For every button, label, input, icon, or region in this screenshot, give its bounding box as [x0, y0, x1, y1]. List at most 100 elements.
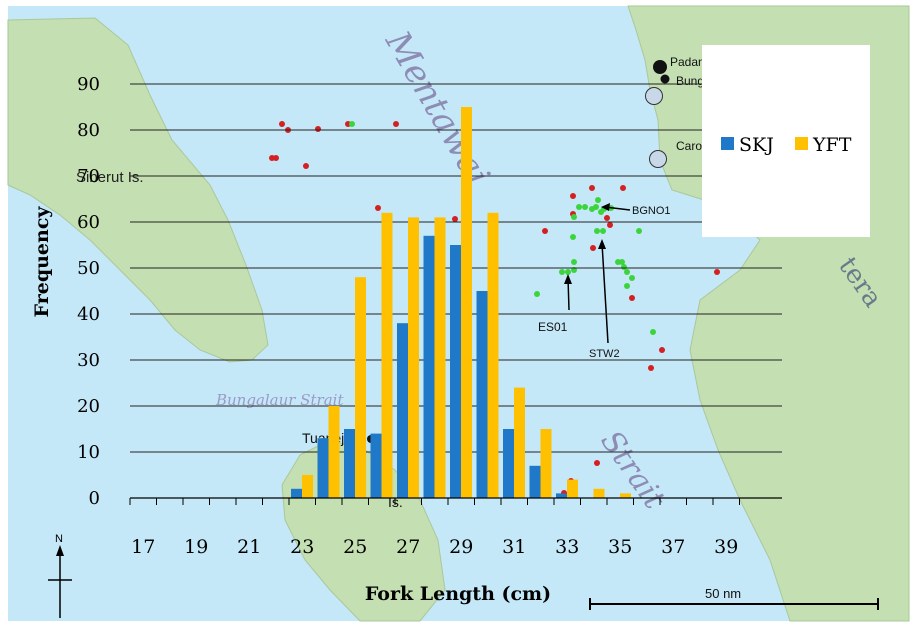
es01-arrow-head	[564, 274, 572, 284]
north-arrow-head	[56, 545, 64, 556]
green-station-dot	[559, 269, 565, 275]
x-tick-label: 33	[555, 536, 579, 558]
bar-yft	[593, 488, 605, 498]
red-station-dot	[279, 121, 285, 127]
es01-label: ES01	[538, 320, 568, 334]
red-station-dot	[659, 347, 665, 353]
red-stations	[269, 121, 720, 497]
red-station-dot	[303, 163, 309, 169]
bar-yft	[328, 406, 340, 498]
bar-yft	[355, 277, 366, 498]
green-station-dot	[565, 269, 571, 275]
green-stations	[349, 121, 656, 335]
green-station-dot	[570, 234, 576, 240]
green-station-dot	[636, 228, 642, 234]
green-station-dot	[629, 275, 635, 281]
y-tick-label: 70	[77, 166, 100, 187]
bar-skj	[344, 429, 355, 498]
port-marker-1	[645, 87, 663, 105]
red-station-dot	[273, 155, 279, 161]
bar-skj	[291, 488, 302, 498]
x-tick-label: 29	[449, 536, 473, 558]
bar-yft	[408, 217, 419, 498]
bungus-marker	[660, 74, 670, 84]
green-station-dot	[582, 204, 588, 210]
green-station-dot	[571, 259, 577, 265]
padang-label: Padang	[670, 55, 711, 69]
bar-skj	[397, 323, 408, 498]
bar-yft	[381, 212, 393, 499]
x-tick-label: 39	[714, 536, 738, 558]
green-station-dot	[349, 121, 355, 127]
y-axis-label: Frequency	[31, 206, 53, 318]
legend-yft-swatch	[795, 137, 808, 150]
y-tick-label: 60	[77, 212, 100, 233]
bar-skj	[529, 465, 541, 498]
green-station-dot	[571, 214, 577, 220]
bar-skj	[556, 493, 567, 498]
red-station-dot	[714, 269, 720, 275]
bar-skj	[450, 245, 461, 498]
y-tick-label: 20	[77, 396, 100, 417]
x-tick-labels: 17 19 21 23 25 27 29 31 33 35 37 39	[131, 536, 738, 558]
legend: SKJ YFT	[702, 45, 870, 237]
stw2-label: STW2	[589, 348, 620, 360]
red-station-dot	[589, 185, 595, 191]
y-tick-label: 50	[77, 258, 100, 279]
y-tick-label: 40	[77, 304, 100, 325]
north-label: N	[55, 533, 63, 545]
red-station-dot	[590, 245, 596, 251]
x-tick-label: 23	[290, 536, 314, 558]
port-marker-2	[649, 150, 667, 168]
bar-skj	[476, 291, 488, 498]
x-tick-label: 31	[502, 536, 526, 558]
green-station-dot	[650, 329, 656, 335]
x-tick-label: 27	[396, 536, 420, 558]
stw2-arrow-head	[598, 239, 606, 249]
y-tick-label: 0	[89, 488, 100, 509]
x-tick-label: 37	[661, 536, 685, 558]
red-station-dot	[452, 216, 458, 222]
green-station-dot	[624, 269, 630, 275]
bar-yft	[567, 479, 578, 498]
legend-skj-label: SKJ	[739, 134, 774, 156]
bar-yft	[302, 475, 313, 498]
red-station-dot	[315, 126, 321, 132]
x-tick-label: 17	[131, 536, 155, 558]
y-tick-labels: 0 10 20 30 40 50 60 70 80 90	[77, 74, 100, 509]
green-station-dot	[621, 264, 627, 270]
green-station-dot	[624, 283, 630, 289]
legend-yft-label: YFT	[812, 134, 852, 156]
red-station-dot	[607, 222, 613, 228]
bar-yft	[487, 212, 499, 499]
siberut-label: Siberut Is.	[76, 169, 144, 186]
y-tick-label: 90	[77, 74, 100, 95]
green-station-dot	[600, 228, 606, 234]
green-station-dot	[594, 228, 600, 234]
x-tick-label: 25	[343, 536, 367, 558]
bar-yft	[461, 107, 472, 498]
x-tick-label: 19	[184, 536, 208, 558]
red-station-dot	[629, 295, 635, 301]
y-tick-label: 10	[77, 442, 100, 463]
y-tick-label: 30	[77, 350, 100, 371]
green-station-dot	[595, 197, 601, 203]
bars	[291, 107, 631, 499]
red-station-dot	[648, 365, 654, 371]
bar-yft	[514, 387, 525, 498]
stw2-arrow	[601, 242, 609, 344]
bungalaur-strait-label: Bungalaur Strait	[215, 391, 344, 409]
green-station-dot	[534, 291, 540, 297]
red-station-dot	[542, 228, 548, 234]
bgno1-arrow-head	[601, 203, 610, 211]
x-axis-label: Fork Length (cm)	[365, 583, 551, 605]
bar-skj	[503, 429, 514, 498]
green-station-dot	[619, 259, 625, 265]
bar-skj	[317, 438, 329, 498]
red-station-dot	[570, 193, 576, 199]
green-station-dot	[576, 204, 582, 210]
red-station-dot	[393, 121, 399, 127]
red-station-dot	[594, 460, 600, 466]
